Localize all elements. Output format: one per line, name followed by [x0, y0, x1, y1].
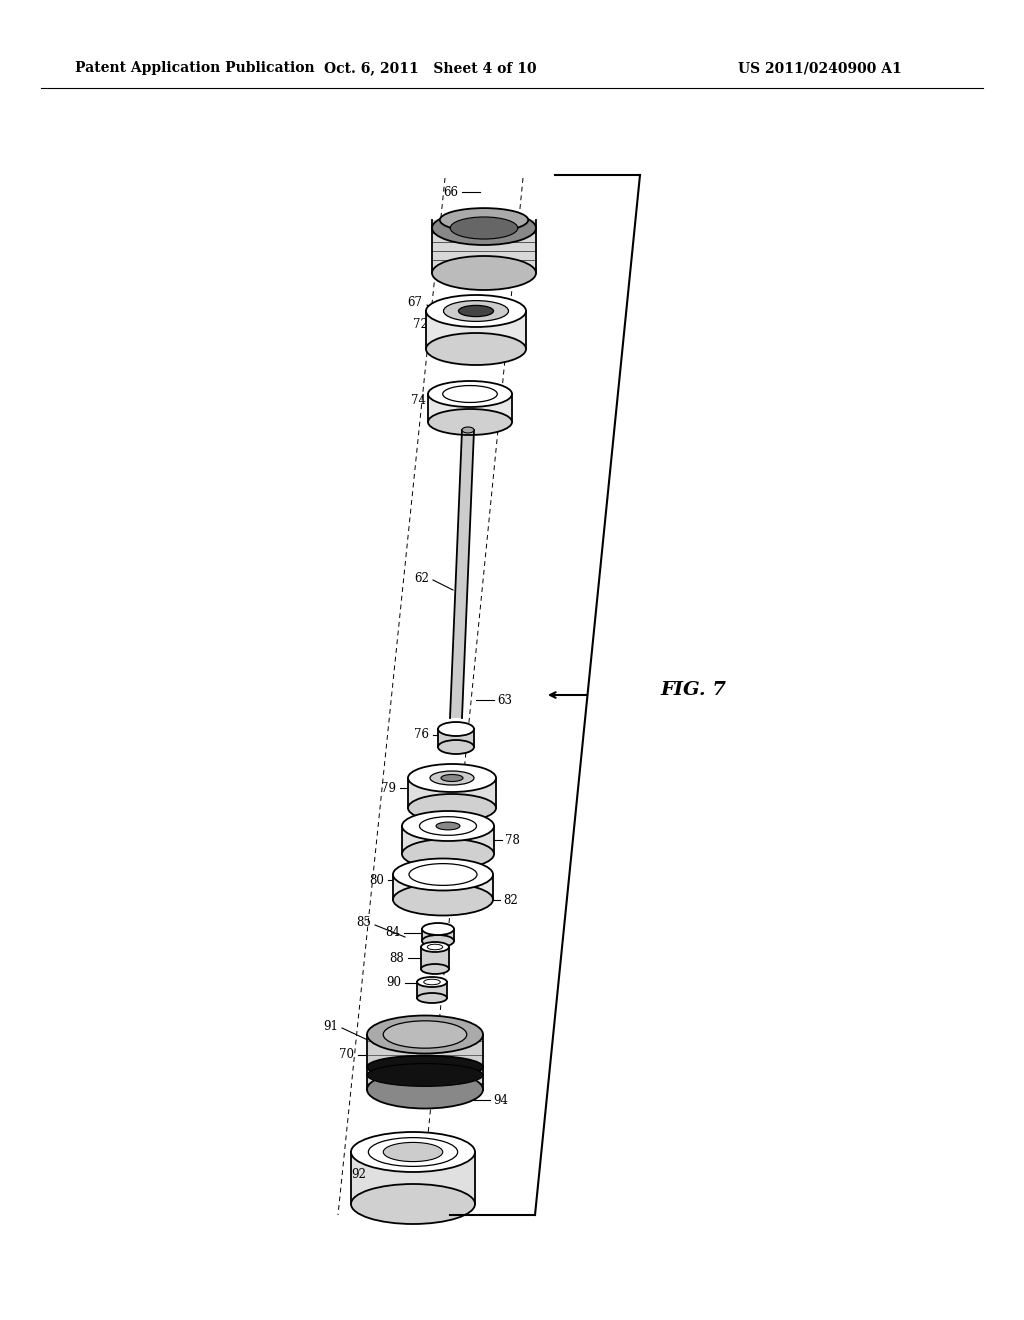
Ellipse shape — [426, 294, 526, 327]
Polygon shape — [402, 826, 494, 854]
Text: 62: 62 — [414, 572, 429, 585]
Ellipse shape — [451, 216, 518, 239]
Ellipse shape — [351, 1184, 475, 1224]
Polygon shape — [417, 982, 447, 998]
Text: 82: 82 — [503, 894, 518, 907]
Text: 66: 66 — [443, 186, 458, 198]
Polygon shape — [421, 946, 449, 969]
Text: 76: 76 — [414, 729, 429, 742]
Text: 85: 85 — [356, 916, 371, 929]
Polygon shape — [450, 430, 474, 718]
Ellipse shape — [408, 795, 496, 822]
Ellipse shape — [369, 1138, 458, 1167]
Ellipse shape — [367, 1056, 483, 1078]
Ellipse shape — [408, 764, 496, 792]
Ellipse shape — [441, 775, 463, 781]
Text: 88: 88 — [389, 952, 404, 965]
Text: 70: 70 — [339, 1048, 354, 1061]
Text: 91: 91 — [324, 1019, 338, 1032]
Ellipse shape — [432, 211, 536, 246]
Polygon shape — [351, 1152, 475, 1204]
Ellipse shape — [383, 1142, 442, 1162]
Ellipse shape — [393, 858, 493, 891]
Text: 74: 74 — [411, 393, 426, 407]
Polygon shape — [432, 219, 536, 273]
Text: 84: 84 — [385, 927, 400, 940]
Ellipse shape — [462, 426, 474, 433]
Ellipse shape — [442, 385, 498, 403]
Text: 94: 94 — [493, 1093, 508, 1106]
Text: 67: 67 — [407, 296, 422, 309]
Ellipse shape — [427, 944, 442, 950]
Text: 80: 80 — [369, 874, 384, 887]
Ellipse shape — [421, 964, 449, 974]
Text: 78: 78 — [505, 833, 520, 846]
Ellipse shape — [443, 301, 509, 321]
Text: Oct. 6, 2011   Sheet 4 of 10: Oct. 6, 2011 Sheet 4 of 10 — [324, 61, 537, 75]
Text: US 2011/0240900 A1: US 2011/0240900 A1 — [738, 61, 902, 75]
Ellipse shape — [421, 942, 449, 952]
Ellipse shape — [417, 993, 447, 1003]
Ellipse shape — [426, 333, 526, 366]
Polygon shape — [367, 1035, 483, 1089]
Ellipse shape — [428, 409, 512, 436]
Text: 92: 92 — [351, 1168, 366, 1181]
Polygon shape — [393, 874, 493, 899]
Ellipse shape — [367, 1071, 483, 1109]
Text: 79: 79 — [381, 781, 396, 795]
Ellipse shape — [420, 817, 476, 836]
Text: FIG. 7: FIG. 7 — [660, 681, 726, 700]
Ellipse shape — [439, 209, 528, 232]
Text: 63: 63 — [497, 693, 512, 706]
Polygon shape — [438, 729, 474, 747]
Polygon shape — [428, 393, 512, 422]
Ellipse shape — [422, 935, 454, 946]
Text: 72: 72 — [413, 318, 428, 331]
Text: 90: 90 — [386, 977, 401, 990]
Ellipse shape — [367, 1015, 483, 1053]
Ellipse shape — [438, 741, 474, 754]
Ellipse shape — [436, 822, 460, 830]
Ellipse shape — [402, 810, 494, 841]
Ellipse shape — [459, 305, 494, 317]
Ellipse shape — [393, 883, 493, 916]
Ellipse shape — [409, 863, 477, 886]
Ellipse shape — [432, 256, 536, 290]
Ellipse shape — [367, 1064, 483, 1086]
Ellipse shape — [424, 979, 440, 985]
Ellipse shape — [402, 840, 494, 869]
Ellipse shape — [438, 722, 474, 737]
Ellipse shape — [422, 923, 454, 935]
Ellipse shape — [430, 771, 474, 785]
Ellipse shape — [428, 381, 512, 407]
Polygon shape — [422, 929, 454, 941]
Ellipse shape — [383, 1020, 467, 1048]
Ellipse shape — [417, 977, 447, 987]
Text: Patent Application Publication: Patent Application Publication — [75, 61, 314, 75]
Polygon shape — [408, 777, 496, 808]
Polygon shape — [426, 312, 526, 348]
Ellipse shape — [351, 1133, 475, 1172]
